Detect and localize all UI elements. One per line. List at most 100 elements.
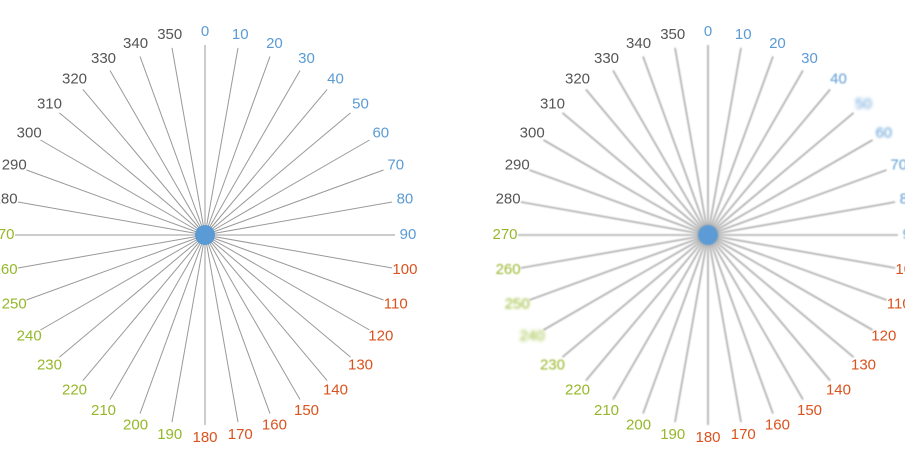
spoke [520, 201, 709, 236]
spoke [707, 234, 831, 382]
spoke [707, 234, 873, 331]
angle-label: 10 [735, 26, 752, 43]
angle-label: 130 [348, 356, 373, 373]
angle-label: 310 [540, 95, 565, 112]
spoke [543, 139, 709, 236]
spoke [520, 234, 709, 269]
angle-label: 230 [540, 356, 565, 373]
spoke [26, 234, 206, 301]
spoke [82, 89, 206, 236]
spoke [707, 234, 804, 400]
angle-label: 310 [37, 95, 62, 112]
angle-label: 110 [887, 295, 905, 312]
spoke [204, 169, 384, 236]
spoke [707, 234, 774, 414]
angle-label: 170 [731, 426, 756, 443]
spokes [518, 45, 898, 425]
angle-label: 230 [37, 356, 62, 373]
angle-label: 220 [62, 381, 87, 398]
spoke [82, 234, 206, 381]
angle-label: 40 [830, 70, 847, 87]
spoke [561, 234, 709, 358]
spoke [204, 234, 328, 381]
spoke [17, 201, 206, 236]
angle-label: 350 [660, 26, 685, 43]
spoke [171, 47, 206, 236]
angle-label: 10 [232, 26, 249, 43]
angle-label: 50 [855, 95, 872, 112]
spoke [204, 201, 393, 236]
spoke [204, 234, 351, 358]
angle-label: 260 [0, 261, 18, 278]
spoke [707, 47, 742, 236]
angle-label: 0 [201, 23, 209, 40]
angle-label: 70 [890, 157, 905, 174]
spoke [707, 169, 887, 236]
angle-label: 90 [903, 226, 905, 243]
spoke [59, 234, 206, 358]
angle-label: 250 [2, 295, 27, 312]
angle-label: 40 [327, 70, 344, 87]
angle-label: 30 [801, 50, 818, 67]
angle-label: 190 [157, 426, 182, 443]
angle-label: 290 [2, 157, 27, 174]
angle-label: 190 [660, 426, 685, 443]
spoke [109, 234, 206, 400]
angle-label: 50 [352, 95, 369, 112]
angle-label: 150 [797, 402, 822, 419]
angle-label: 350 [157, 26, 182, 43]
angle-label: 90 [400, 226, 417, 243]
angle-label: 140 [826, 381, 851, 398]
spoke [707, 112, 855, 236]
spoke [204, 234, 239, 423]
angle-label: 240 [520, 327, 545, 344]
angle-label: 300 [520, 124, 545, 141]
angle-label: 20 [769, 35, 786, 52]
spoke [204, 70, 301, 236]
angle-label: 100 [895, 261, 905, 278]
spoke [543, 234, 709, 331]
angle-label: 120 [871, 327, 896, 344]
spoke [40, 139, 206, 236]
spoke [612, 234, 709, 400]
spoke [139, 56, 206, 236]
center-dot [698, 225, 718, 245]
angle-label: 80 [397, 191, 414, 208]
spoke [59, 112, 206, 236]
angle-label: 320 [62, 70, 87, 87]
spoke [204, 234, 384, 301]
spoke [707, 234, 887, 301]
spoke [642, 56, 709, 236]
angle-label: 160 [262, 417, 287, 434]
angle-label: 270 [0, 226, 15, 243]
center-dot [195, 225, 215, 245]
angle-label: 30 [298, 50, 315, 67]
angle-label: 60 [875, 124, 892, 141]
angle-label: 180 [695, 429, 720, 446]
angle-label: 180 [192, 429, 217, 446]
spoke [204, 234, 393, 269]
spoke [40, 234, 206, 331]
angle-label: 240 [17, 327, 42, 344]
spoke [139, 234, 206, 414]
spoke [707, 56, 774, 236]
angle-label: 290 [505, 157, 530, 174]
spoke [204, 89, 328, 236]
spoke [707, 70, 804, 236]
angle-label: 320 [565, 70, 590, 87]
angle-label: 200 [123, 417, 148, 434]
spoke [707, 88, 831, 236]
angle-label: 140 [323, 381, 348, 398]
angle-label: 70 [387, 157, 404, 174]
spoke [204, 47, 239, 236]
spoke [707, 234, 896, 269]
spoke [642, 234, 709, 414]
angle-label: 300 [17, 124, 42, 141]
spoke [204, 234, 370, 331]
angle-label: 270 [492, 226, 517, 243]
spoke [529, 234, 709, 301]
angle-label: 150 [294, 402, 319, 419]
spoke [674, 47, 709, 236]
